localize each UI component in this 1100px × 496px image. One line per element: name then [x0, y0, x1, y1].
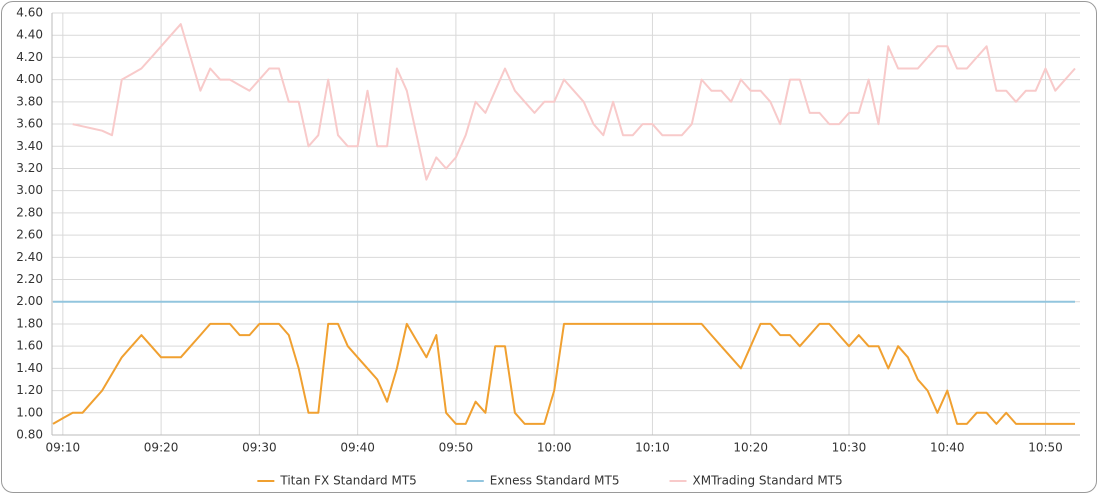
x-tick-label: 09:10: [46, 441, 81, 455]
x-tick-label: 09:40: [340, 441, 375, 455]
series-line: [52, 322, 1075, 425]
series-line: [72, 23, 1076, 181]
legend-label: Exness Standard MT5: [490, 474, 620, 488]
x-tick-label: 10:00: [537, 441, 572, 455]
x-tick-label: 09:20: [144, 441, 179, 455]
y-tick-label: 2.60: [16, 228, 43, 242]
y-tick-label: 4.60: [16, 6, 43, 20]
y-tick-label: 4.40: [16, 28, 43, 42]
legend-label: Titan FX Standard MT5: [279, 474, 416, 488]
y-tick-label: 4.20: [16, 50, 43, 64]
x-tick-label: 09:50: [439, 441, 474, 455]
x-tick-label: 10:20: [733, 441, 768, 455]
x-tick-label: 10:30: [832, 441, 867, 455]
x-tick-label: 10:40: [930, 441, 965, 455]
y-tick-label: 1.60: [16, 339, 43, 353]
y-tick-label: 2.40: [16, 250, 43, 264]
legend-item: Exness Standard MT5: [466, 474, 620, 488]
legend-item: XMTrading Standard MT5: [669, 474, 843, 488]
y-tick-label: 2.80: [16, 205, 43, 219]
y-tick-label: 3.80: [16, 94, 43, 108]
legend-label: XMTrading Standard MT5: [693, 474, 843, 488]
x-tick-label: 10:10: [635, 441, 670, 455]
y-tick-label: 1.40: [16, 361, 43, 375]
x-tick-label: 10:50: [1028, 441, 1063, 455]
y-tick-label: 1.20: [16, 383, 43, 397]
y-tick-label: 1.00: [16, 405, 43, 419]
y-tick-label: 3.00: [16, 183, 43, 197]
y-tick-label: 4.00: [16, 72, 43, 86]
legend-item: Titan FX Standard MT5: [257, 474, 417, 488]
y-tick-label: 3.20: [16, 161, 43, 175]
y-tick-label: 2.00: [16, 294, 43, 308]
y-tick-label: 0.80: [16, 428, 43, 442]
y-tick-label: 2.20: [16, 272, 43, 286]
x-tick-label: 09:30: [242, 441, 277, 455]
y-tick-label: 3.60: [16, 117, 43, 131]
y-tick-label: 1.80: [16, 316, 43, 330]
y-tick-label: 3.40: [16, 139, 43, 153]
